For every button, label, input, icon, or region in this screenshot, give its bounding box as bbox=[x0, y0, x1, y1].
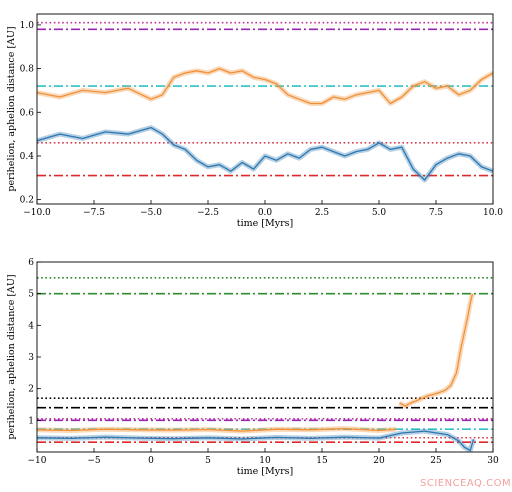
series-line-1 bbox=[399, 293, 474, 407]
series-line-0 bbox=[37, 67, 493, 105]
plot-area bbox=[37, 21, 493, 183]
x-tick-label: −5.0 bbox=[140, 208, 162, 218]
bottom-chart: −10 −5 0 5 10 15 20 25 30 1 2 3 4 5 6 time [Myrs] perihe… bbox=[6, 258, 499, 477]
x-tick-label: 0 bbox=[148, 456, 154, 466]
y-tick-label: 0.2 bbox=[20, 196, 34, 206]
x-tick-label: 5 bbox=[205, 456, 211, 466]
x-tick-label: 5.0 bbox=[372, 208, 387, 218]
x-axis-label: time [Myrs] bbox=[237, 466, 293, 477]
x-tick-label: 7.5 bbox=[429, 208, 444, 218]
x-tick-label: −5 bbox=[87, 456, 101, 466]
series-line-0 bbox=[37, 427, 397, 432]
y-tick-label: 1.0 bbox=[20, 21, 35, 31]
series-line-2 bbox=[37, 430, 475, 452]
x-tick-label: 30 bbox=[487, 456, 499, 466]
y-tick-label: 1 bbox=[28, 416, 34, 426]
x-tick-label: 20 bbox=[373, 456, 385, 466]
y-tick-label: 3 bbox=[28, 353, 34, 363]
watermark: SCIENCEAQ.COM bbox=[420, 478, 511, 489]
x-tick-label: 10.0 bbox=[483, 208, 503, 218]
x-tick-label: 15 bbox=[316, 456, 328, 466]
x-tick-label: −10.0 bbox=[23, 208, 51, 218]
y-tick-label: 6 bbox=[28, 258, 34, 268]
y-tick-label: 2 bbox=[28, 385, 34, 395]
series-line-1 bbox=[37, 126, 493, 181]
plot-area bbox=[37, 277, 493, 452]
x-tick-label: −10 bbox=[28, 456, 47, 466]
x-tick-label: −2.5 bbox=[197, 208, 219, 218]
y-tick-label: 0.6 bbox=[20, 108, 35, 118]
x-tick-label: 10 bbox=[259, 456, 271, 466]
y-axis-label: perihelion, aphelion distance [AU] bbox=[6, 274, 17, 439]
x-tick-label: 25 bbox=[430, 456, 442, 466]
top-chart: −10.0 −7.5 −5.0 −2.5 0.0 2.5 5.0 7.5 10.0 0.2 0.4 0… bbox=[6, 13, 503, 229]
x-tick-label: 0.0 bbox=[258, 208, 273, 218]
series-band-1 bbox=[37, 125, 493, 183]
y-tick-label: 0.8 bbox=[20, 65, 35, 75]
series-band-1 bbox=[398, 293, 475, 409]
y-tick-label: 5 bbox=[28, 290, 34, 300]
x-tick-label: 2.5 bbox=[315, 208, 330, 218]
y-tick-label: 0.4 bbox=[20, 152, 35, 162]
x-tick-label: −7.5 bbox=[83, 208, 105, 218]
axes-frame bbox=[36, 261, 494, 453]
y-tick-label: 4 bbox=[28, 321, 34, 331]
series-band-2 bbox=[37, 428, 476, 452]
x-axis-label: time [Myrs] bbox=[237, 218, 293, 229]
y-axis-label: perihelion, aphelion distance [AU] bbox=[6, 26, 17, 191]
